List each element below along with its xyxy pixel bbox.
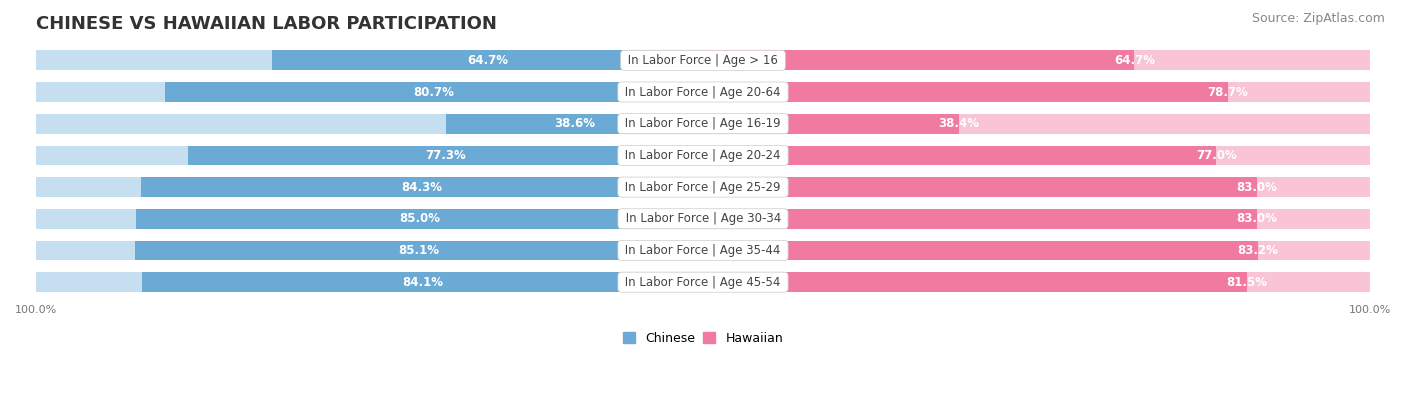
Text: 78.7%: 78.7% bbox=[1208, 85, 1249, 98]
Text: 85.1%: 85.1% bbox=[399, 244, 440, 257]
Bar bbox=[37, 51, 1369, 70]
Bar bbox=[37, 114, 1369, 134]
Bar bbox=[135, 241, 703, 260]
Bar bbox=[703, 241, 1369, 260]
Text: 64.7%: 64.7% bbox=[467, 54, 508, 67]
Bar bbox=[703, 177, 1369, 197]
Bar bbox=[703, 272, 1247, 292]
Text: In Labor Force | Age 30-34: In Labor Force | Age 30-34 bbox=[621, 212, 785, 225]
Text: 84.1%: 84.1% bbox=[402, 276, 443, 289]
Bar bbox=[141, 177, 703, 197]
Text: 80.7%: 80.7% bbox=[413, 85, 454, 98]
Text: 83.0%: 83.0% bbox=[1236, 181, 1277, 194]
Bar bbox=[703, 209, 1369, 229]
Bar bbox=[37, 146, 703, 165]
Text: 84.3%: 84.3% bbox=[401, 181, 443, 194]
Bar bbox=[37, 241, 703, 260]
Bar bbox=[142, 272, 703, 292]
Text: 81.5%: 81.5% bbox=[1226, 276, 1267, 289]
Text: 64.7%: 64.7% bbox=[1114, 54, 1154, 67]
Bar bbox=[37, 146, 1369, 165]
Bar bbox=[37, 114, 703, 134]
Bar bbox=[703, 51, 1369, 70]
Text: 85.0%: 85.0% bbox=[399, 212, 440, 225]
Text: In Labor Force | Age 45-54: In Labor Force | Age 45-54 bbox=[621, 276, 785, 289]
Bar bbox=[37, 272, 1369, 292]
Bar bbox=[703, 114, 1369, 134]
Bar bbox=[703, 51, 1135, 70]
Text: In Labor Force | Age > 16: In Labor Force | Age > 16 bbox=[624, 54, 782, 67]
Bar bbox=[271, 51, 703, 70]
Text: 77.0%: 77.0% bbox=[1197, 149, 1237, 162]
Bar bbox=[37, 241, 1369, 260]
Text: In Labor Force | Age 20-64: In Labor Force | Age 20-64 bbox=[621, 85, 785, 98]
Text: 38.4%: 38.4% bbox=[939, 117, 980, 130]
Bar bbox=[136, 209, 703, 229]
Bar bbox=[703, 146, 1369, 165]
Bar bbox=[37, 272, 703, 292]
Text: In Labor Force | Age 35-44: In Labor Force | Age 35-44 bbox=[621, 244, 785, 257]
Bar bbox=[703, 82, 1369, 102]
Text: In Labor Force | Age 16-19: In Labor Force | Age 16-19 bbox=[621, 117, 785, 130]
Bar bbox=[165, 82, 703, 102]
Bar bbox=[37, 209, 1369, 229]
Bar bbox=[703, 272, 1369, 292]
Bar bbox=[703, 82, 1227, 102]
Text: 83.2%: 83.2% bbox=[1237, 244, 1278, 257]
Bar bbox=[37, 82, 703, 102]
Bar bbox=[187, 146, 703, 165]
Bar bbox=[37, 177, 703, 197]
Text: 77.3%: 77.3% bbox=[425, 149, 465, 162]
Bar bbox=[703, 209, 1257, 229]
Bar bbox=[37, 177, 1369, 197]
Text: Source: ZipAtlas.com: Source: ZipAtlas.com bbox=[1251, 12, 1385, 25]
Text: 38.6%: 38.6% bbox=[554, 117, 595, 130]
Bar bbox=[37, 209, 703, 229]
Text: In Labor Force | Age 20-24: In Labor Force | Age 20-24 bbox=[621, 149, 785, 162]
Bar bbox=[446, 114, 703, 134]
Bar bbox=[37, 82, 1369, 102]
Bar bbox=[703, 114, 959, 134]
Bar bbox=[703, 146, 1216, 165]
Bar bbox=[37, 51, 703, 70]
Bar bbox=[703, 177, 1257, 197]
Text: In Labor Force | Age 25-29: In Labor Force | Age 25-29 bbox=[621, 181, 785, 194]
Bar bbox=[703, 241, 1258, 260]
Text: CHINESE VS HAWAIIAN LABOR PARTICIPATION: CHINESE VS HAWAIIAN LABOR PARTICIPATION bbox=[37, 15, 496, 33]
Text: 83.0%: 83.0% bbox=[1236, 212, 1277, 225]
Legend: Chinese, Hawaiian: Chinese, Hawaiian bbox=[617, 327, 789, 350]
